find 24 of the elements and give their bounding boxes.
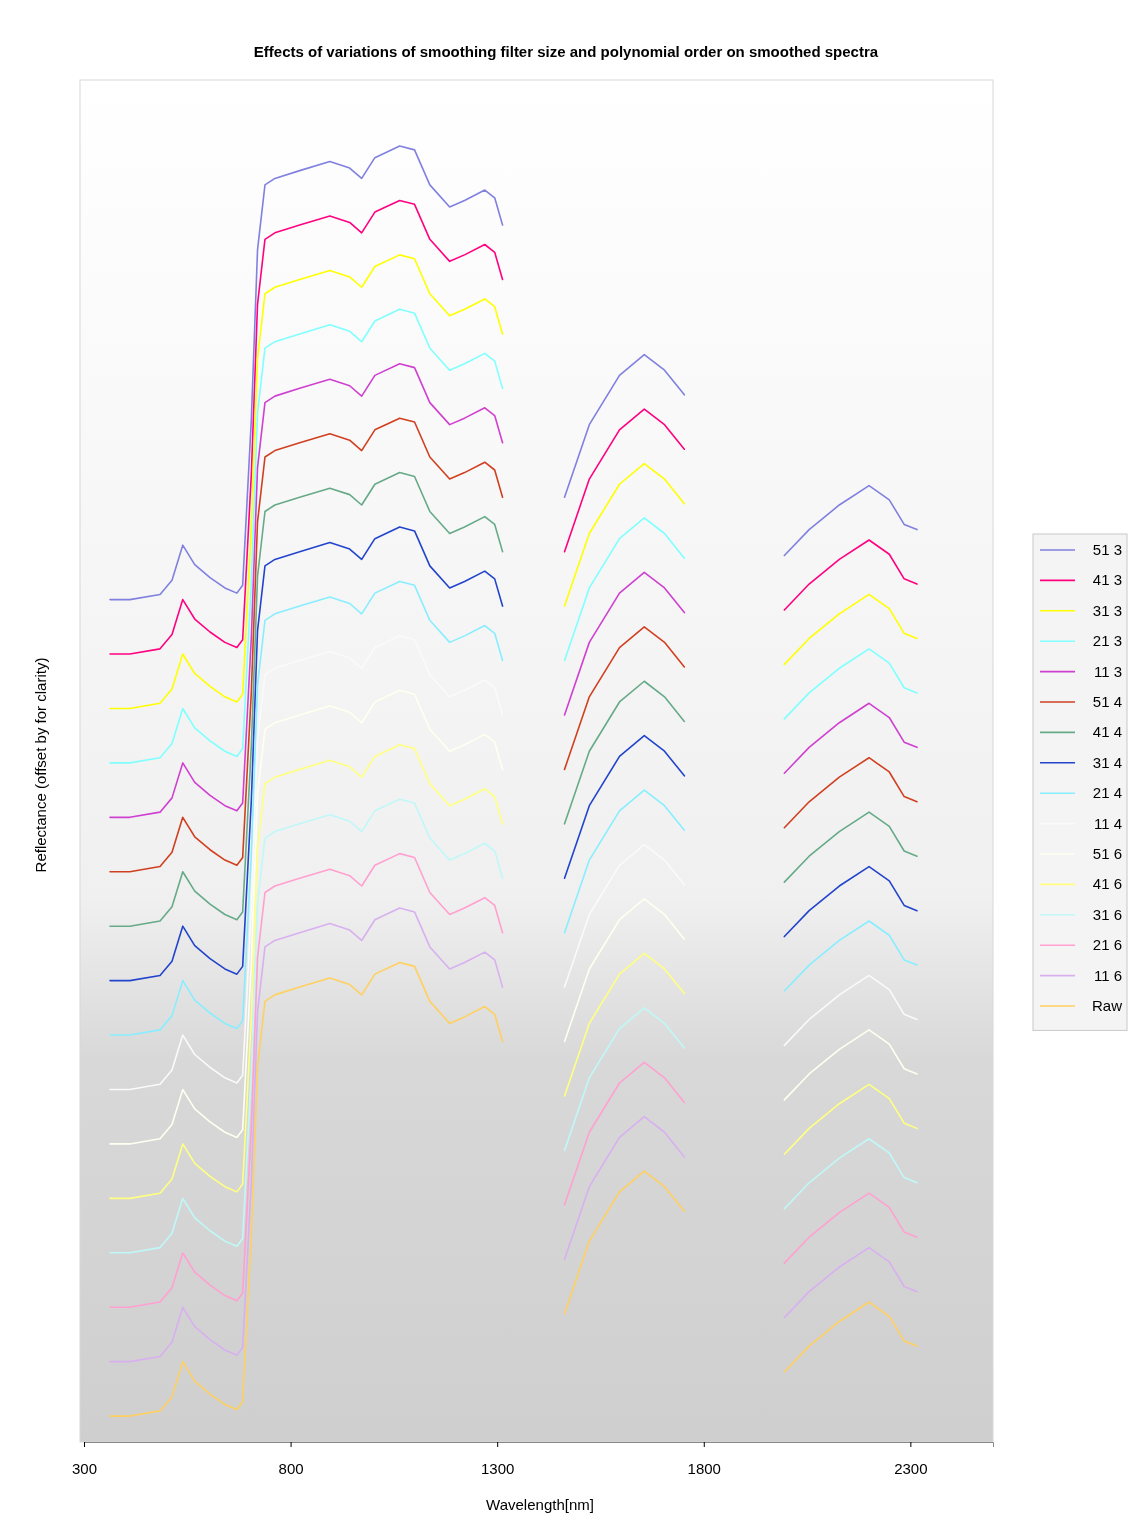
legend-label: 21 6 [1092,936,1122,954]
legend-label: 51 3 [1092,541,1122,558]
legend-label: 11 3 [1093,662,1122,680]
legend-label: 11 4 [1093,814,1122,832]
x-tick-label: 2300 [894,1460,928,1477]
legend-label: 31 4 [1092,753,1122,771]
legend-label: 41 4 [1092,723,1122,741]
legend-label: 21 3 [1092,632,1122,650]
x-tick-label: 1300 [480,1460,515,1477]
legend-label: 21 4 [1092,784,1122,802]
legend-label: Raw [1091,997,1123,1014]
chart-title: Effects of variations of smoothing filter size and polynomial order on smoothed spectra [253,43,879,60]
x-axis-title: Wavelength[nm] [486,1496,594,1513]
x-tick-label: 300 [71,1460,98,1477]
y-axis-title: Reflectance (offset by for clarity) [32,657,49,873]
legend-label: 31 3 [1092,601,1122,619]
legend-label: 41 3 [1092,571,1122,589]
legend-label: 51 6 [1092,845,1122,862]
x-tick-label: 1800 [687,1460,721,1477]
legend-label: 51 4 [1092,693,1122,710]
legend-label: 11 6 [1093,966,1122,984]
legend-label: 31 6 [1092,905,1122,923]
legend-label: 41 6 [1092,875,1122,893]
x-tick-label: 800 [278,1460,304,1477]
